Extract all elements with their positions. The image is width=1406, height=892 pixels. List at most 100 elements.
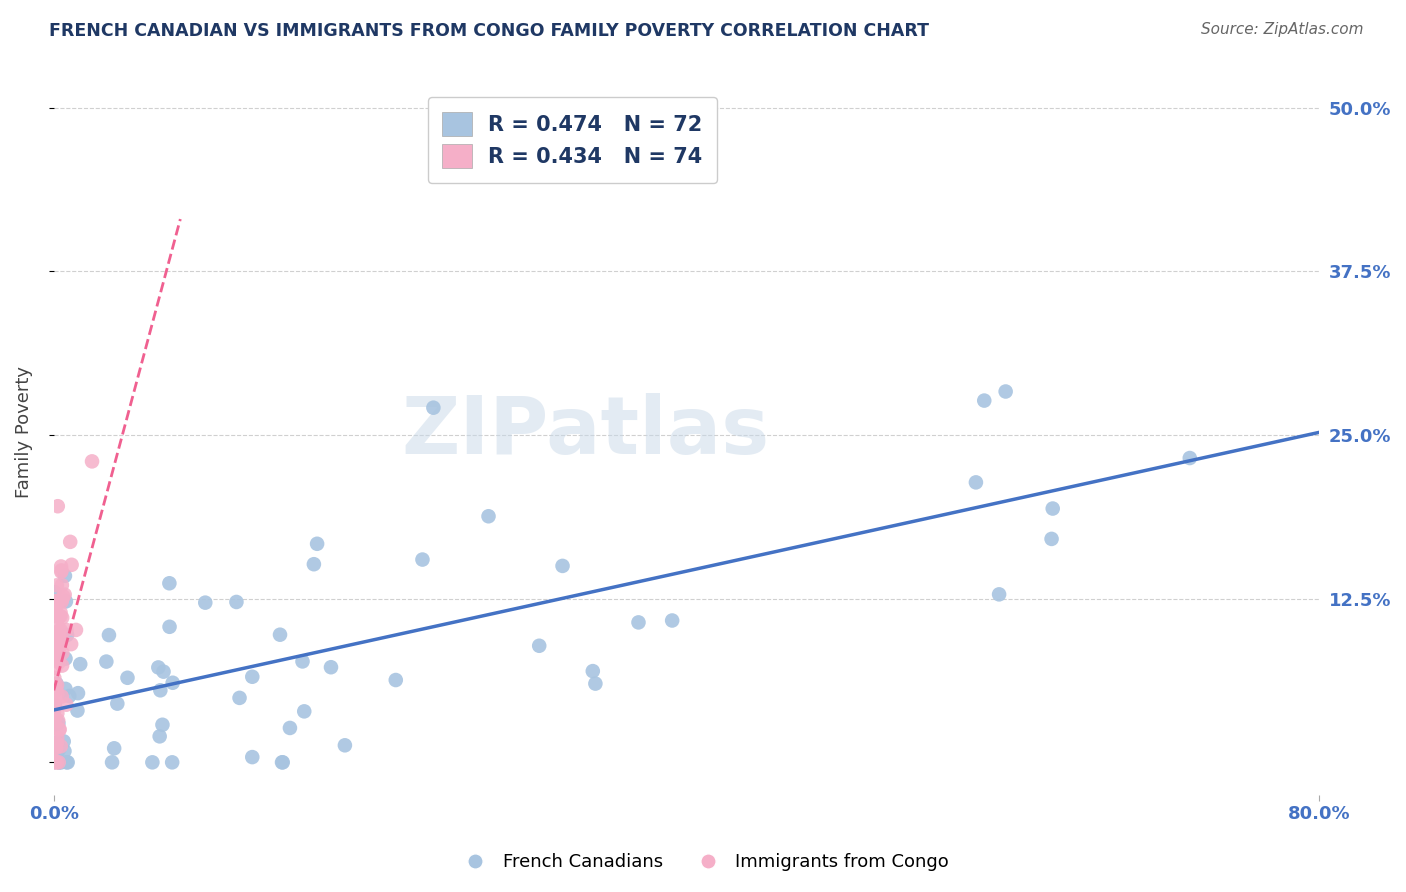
Point [44, 585, 66, 599]
Point [302, 558, 325, 572]
Point [45, 606, 67, 620]
Point [45, 594, 67, 608]
Point [149, 683, 172, 698]
Point [582, 664, 605, 678]
Point [44, 640, 66, 655]
Point [44, 712, 66, 726]
Point [45, 740, 67, 755]
Point [46, 645, 69, 659]
Point [1040, 532, 1063, 546]
Point [49, 559, 72, 574]
Point [51, 578, 73, 592]
Point [278, 721, 301, 735]
Point [152, 718, 174, 732]
Point [58, 689, 80, 703]
Point [44, 661, 66, 675]
Point [48, 633, 70, 648]
Point [44, 699, 66, 714]
Legend: French Canadians, Immigrants from Congo: French Canadians, Immigrants from Congo [450, 847, 956, 879]
Point [44, 630, 66, 644]
Point [157, 576, 180, 591]
Legend: R = 0.474   N = 72, R = 0.434   N = 74: R = 0.474 N = 72, R = 0.434 N = 74 [427, 97, 717, 183]
Point [48, 722, 70, 736]
Text: FRENCH CANADIAN VS IMMIGRANTS FROM CONGO FAMILY POVERTY CORRELATION CHART: FRENCH CANADIAN VS IMMIGRANTS FROM CONGO… [49, 22, 929, 40]
Point [152, 665, 174, 679]
Point [292, 704, 315, 718]
Point [117, 671, 139, 685]
Point [42, 649, 65, 664]
Point [149, 730, 172, 744]
Point [45, 578, 67, 592]
Point [45, 682, 67, 697]
Point [66, 686, 89, 700]
Point [51, 756, 73, 770]
Point [46, 678, 69, 692]
Point [46, 706, 69, 721]
Point [51, 610, 73, 624]
Point [48, 743, 70, 757]
Point [48, 756, 70, 770]
Point [46, 714, 69, 728]
Point [46, 595, 69, 609]
Point [269, 628, 291, 642]
Point [45, 682, 67, 697]
Point [80, 454, 103, 468]
Point [44, 698, 66, 712]
Point [48, 624, 70, 639]
Point [45, 736, 67, 750]
Point [333, 739, 356, 753]
Point [44, 594, 66, 608]
Point [1178, 450, 1201, 465]
Point [551, 558, 574, 573]
Point [60, 637, 83, 651]
Point [49, 609, 72, 624]
Point [48, 655, 70, 669]
Point [422, 401, 444, 415]
Point [529, 639, 551, 653]
Point [44, 671, 66, 685]
Point [965, 475, 987, 490]
Point [53, 744, 76, 758]
Point [411, 552, 433, 566]
Point [49, 623, 72, 637]
Point [42, 704, 65, 718]
Point [48, 756, 70, 770]
Point [52, 590, 75, 604]
Point [66, 704, 89, 718]
Point [46, 632, 69, 646]
Point [51, 658, 73, 673]
Point [44, 632, 66, 647]
Point [48, 723, 70, 737]
Point [148, 660, 170, 674]
Point [51, 595, 73, 609]
Point [45, 756, 67, 770]
Point [194, 596, 217, 610]
Point [228, 690, 250, 705]
Point [1042, 501, 1064, 516]
Point [48, 716, 70, 731]
Point [49, 739, 72, 754]
Point [44, 756, 66, 770]
Point [51, 592, 73, 607]
Point [994, 384, 1017, 399]
Text: ZIPatlas: ZIPatlas [401, 392, 769, 471]
Point [44, 644, 66, 658]
Point [160, 756, 183, 770]
Point [101, 756, 124, 770]
Point [44, 599, 66, 613]
Point [55, 623, 77, 637]
Point [96, 655, 118, 669]
Point [55, 651, 77, 665]
Point [46, 500, 69, 514]
Point [44, 653, 66, 667]
Point [55, 756, 77, 770]
Point [988, 587, 1011, 601]
Point [55, 698, 77, 712]
Point [55, 594, 77, 608]
Point [627, 615, 650, 630]
Point [45, 717, 67, 731]
Point [44, 710, 66, 724]
Text: Source: ZipAtlas.com: Source: ZipAtlas.com [1201, 22, 1364, 37]
Point [51, 563, 73, 577]
Point [103, 741, 125, 756]
